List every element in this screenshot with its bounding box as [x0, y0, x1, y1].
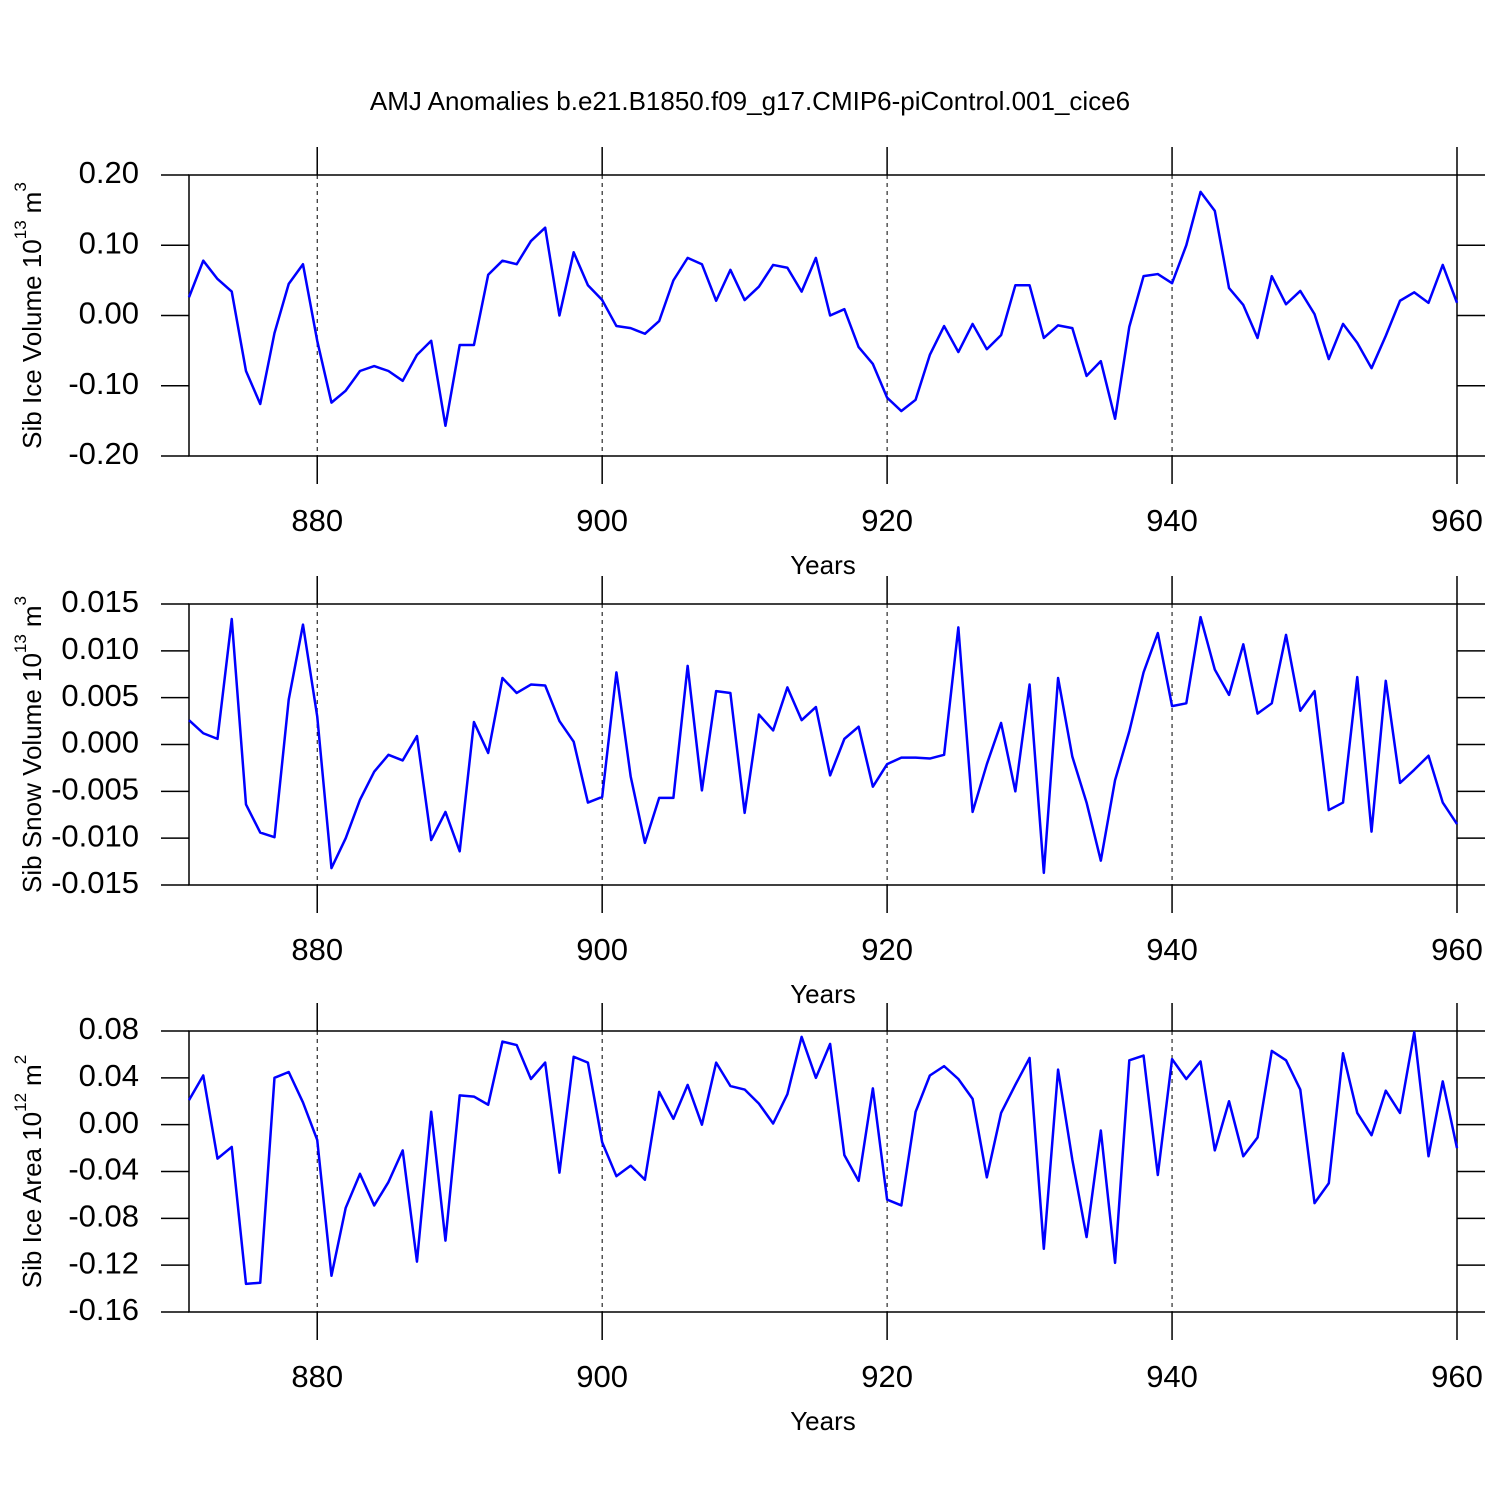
y-axis-title-exponent: 3 [11, 182, 30, 191]
x-axis-title: Years [790, 979, 856, 1009]
y-tick-label: -0.12 [68, 1245, 139, 1280]
y-axis-title: Sib Snow Volume 1013 m3 [11, 596, 46, 893]
y-tick-label: -0.10 [68, 366, 139, 401]
y-tick-label: 0.005 [61, 678, 139, 713]
y-axis-title-part: Sib Ice Area 10 [17, 1112, 47, 1288]
x-tick-label: 960 [1431, 503, 1483, 538]
y-axis-title-part: m [17, 1064, 47, 1086]
y-axis-title-part: m [17, 605, 47, 627]
y-tick-label: -0.015 [51, 865, 139, 900]
x-tick-label: 940 [1146, 503, 1198, 538]
y-tick-label: 0.015 [61, 584, 139, 619]
plot-frame [188, 1030, 1458, 1313]
y-tick-label: 0.04 [79, 1058, 139, 1093]
y-tick-label: -0.04 [68, 1152, 139, 1187]
x-tick-label: 880 [291, 932, 343, 967]
y-axis-title-part: Sib Snow Volume 10 [17, 653, 47, 893]
data-line [187, 1030, 1459, 1286]
x-tick-label: 900 [576, 1359, 628, 1394]
y-tick-label: 0.08 [79, 1011, 139, 1046]
y-axis-title-exponent: 3 [11, 596, 30, 605]
y-tick-label: -0.010 [51, 818, 139, 853]
x-tick-label: 920 [861, 1359, 913, 1394]
y-tick-label: -0.16 [68, 1292, 139, 1327]
y-axis-title-exponent: 13 [11, 634, 30, 653]
x-tick-label: 920 [861, 932, 913, 967]
x-axis-title: Years [790, 550, 856, 580]
x-tick-label: 880 [291, 1359, 343, 1394]
y-tick-label: 0.010 [61, 631, 139, 666]
x-tick-label: 880 [291, 503, 343, 538]
x-axis-title: Years [790, 1406, 856, 1436]
y-tick-label: 0.00 [79, 296, 139, 331]
x-tick-label: 900 [576, 932, 628, 967]
y-axis-title-exponent: 2 [11, 1055, 30, 1064]
x-tick-label: 960 [1431, 932, 1483, 967]
x-tick-label: 920 [861, 503, 913, 538]
plot-frame [188, 603, 1458, 886]
y-axis-title: Sib Ice Volume 1013 m3 [11, 182, 46, 449]
x-tick-label: 960 [1431, 1359, 1483, 1394]
y-axis-title-part: m [17, 192, 47, 214]
chart-title: AMJ Anomalies b.e21.B1850.f09_g17.CMIP6-… [370, 86, 1130, 116]
y-tick-label: 0.10 [79, 225, 139, 260]
data-line [187, 190, 1459, 428]
y-axis-title-exponent: 12 [11, 1093, 30, 1112]
x-tick-label: 940 [1146, 1359, 1198, 1394]
y-tick-label: 0.00 [79, 1105, 139, 1140]
x-tick-label: 940 [1146, 932, 1198, 967]
data-line [188, 615, 1459, 875]
y-tick-label: 0.20 [79, 155, 139, 190]
y-axis-title: Sib Ice Area 1012 m2 [11, 1055, 46, 1288]
y-tick-label: -0.20 [68, 436, 139, 471]
plot-frame [188, 174, 1458, 457]
y-tick-label: -0.08 [68, 1199, 139, 1234]
y-tick-label: -0.005 [51, 772, 139, 807]
y-axis-title-part: Sib Ice Volume 10 [17, 239, 47, 449]
y-tick-label: 0.000 [61, 725, 139, 760]
y-axis-title-exponent: 13 [11, 220, 30, 239]
x-tick-label: 900 [576, 503, 628, 538]
